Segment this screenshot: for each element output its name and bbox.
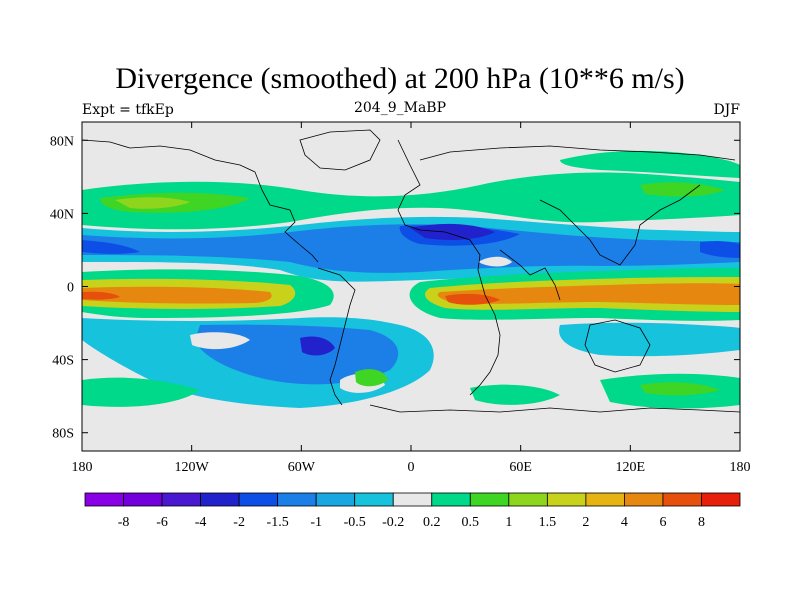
colorbar-swatch	[161, 492, 201, 507]
coast-south-america	[317, 267, 356, 406]
colorbar-swatch	[238, 492, 279, 507]
run-label: 204_9_MaBP	[353, 100, 447, 116]
colorbar-label: 4	[621, 515, 628, 530]
coast-north-america	[82, 139, 319, 263]
colorbar-label: -0.2	[382, 515, 404, 530]
colorbar-swatch	[701, 492, 741, 507]
x-tick-label: 120E	[616, 460, 646, 475]
negative-core-south	[300, 336, 335, 356]
coast-asia	[419, 145, 736, 266]
colorbar-label: -2	[233, 515, 245, 530]
colorbar-label: -4	[195, 515, 207, 530]
positive-band-north	[82, 172, 740, 230]
positive-patch-sw	[82, 377, 200, 407]
positive-band-equator-core	[82, 283, 740, 305]
colorbar-swatch	[354, 492, 394, 507]
colorbar-swatch	[123, 492, 163, 507]
negative-band-tropics-mid	[82, 224, 740, 273]
coastline-layer	[82, 129, 740, 413]
y-axis: 80N 40N 0 40S 80S	[50, 134, 740, 442]
colorbar-swatch	[84, 492, 124, 507]
x-tick-label: 60W	[288, 460, 316, 475]
colorbar-swatch	[624, 492, 664, 507]
coast-antarctica	[369, 404, 740, 413]
colorbar-swatch	[662, 492, 702, 507]
contour-fill-layer	[82, 122, 740, 451]
colorbar-swatch	[277, 492, 317, 507]
x-tick-label: 60E	[509, 460, 532, 475]
x-tick-label: 180	[72, 460, 93, 475]
negative-core-east	[700, 240, 740, 258]
experiment-label: Expt = tfkEp	[82, 102, 174, 118]
colorbar-swatch	[200, 492, 240, 507]
y-tick-label: 0	[67, 281, 74, 296]
y-tick-label: 80N	[50, 134, 74, 149]
positive-max-west	[82, 291, 120, 300]
y-tick-label: 40N	[50, 207, 74, 222]
colorbar: -8 -6 -4 -2 -1.5 -1 -0.5 -0.2 0.2 0.5 1 1.5 2 4 6 8	[84, 492, 741, 530]
positive-patch-s	[355, 369, 388, 387]
positive-band-equator-mid	[82, 277, 740, 312]
colorbar-swatch	[546, 492, 587, 507]
y-tick-label: 40S	[52, 354, 74, 369]
chart-title: Divergence (smoothed) at 200 hPa (10**6 …	[115, 62, 685, 95]
colorbar-swatch	[508, 492, 548, 507]
x-tick-label: 180	[730, 460, 751, 475]
neutral-patch-south1	[190, 332, 250, 350]
colorbar-swatch	[431, 492, 471, 507]
colorbar-label: 8	[698, 515, 705, 530]
colorbar-label: -1.5	[267, 515, 289, 530]
coast-india	[499, 249, 561, 301]
colorbar-label: -1	[310, 515, 322, 530]
x-tick-label: 0	[408, 460, 415, 475]
colorbar-swatch	[469, 492, 510, 507]
neutral-gap-tropics	[478, 256, 512, 267]
positive-patch-ne	[560, 150, 740, 178]
season-label: DJF	[713, 102, 740, 118]
coast-europe-africa	[397, 139, 501, 396]
positive-band-north-core2	[115, 197, 190, 209]
colorbar-label: -0.5	[344, 515, 366, 530]
coast-greenland	[299, 129, 381, 171]
colorbar-swatch	[315, 492, 356, 507]
positive-patch-se2	[640, 382, 720, 396]
colorbar-label: 2	[582, 515, 589, 530]
negative-band-tropics-core	[82, 225, 520, 254]
y-tick-label: 80S	[52, 427, 74, 442]
colorbar-swatch	[585, 492, 625, 507]
colorbar-label: -6	[156, 515, 168, 530]
x-axis: 180 120W 60W 0 60E 120E 180	[72, 122, 751, 475]
negative-core-central	[410, 223, 495, 240]
colorbar-label: 0.5	[462, 515, 480, 530]
colorbar-label: 6	[659, 515, 666, 530]
colorbar-label: 1	[505, 515, 512, 530]
x-tick-label: 120W	[175, 460, 210, 475]
colorbar-swatch	[392, 492, 433, 507]
coast-australia	[584, 319, 651, 373]
colorbar-label: -8	[118, 515, 130, 530]
positive-patch-ne2	[640, 182, 725, 197]
colorbar-label: 1.5	[539, 515, 557, 530]
colorbar-label: 0.2	[423, 515, 441, 530]
